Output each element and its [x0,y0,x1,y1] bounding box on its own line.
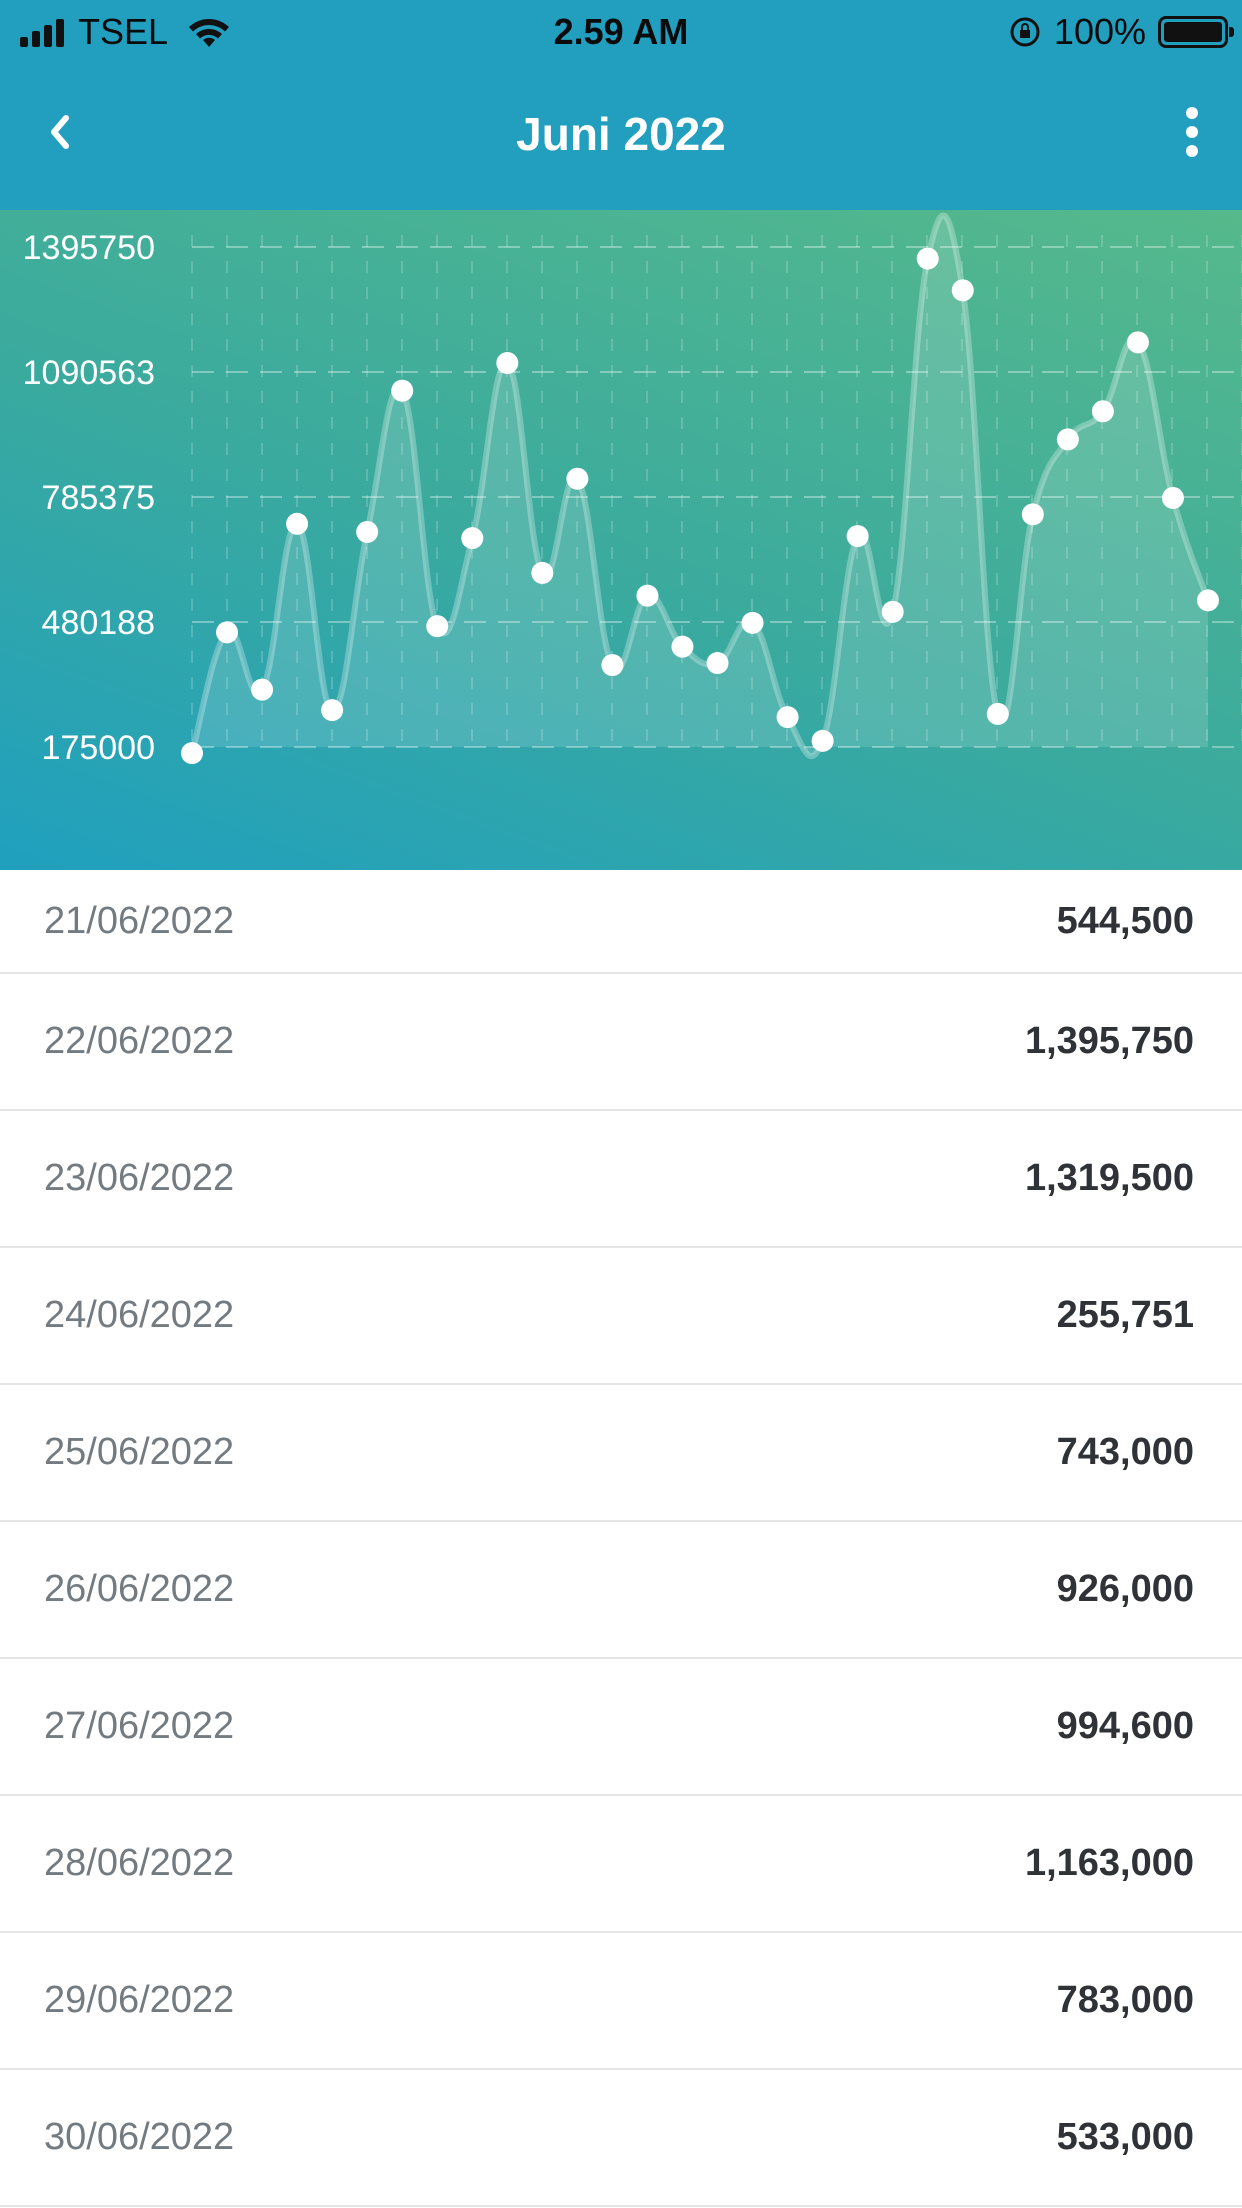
row-date: 22/06/2022 [44,1020,235,1062]
data-point[interactable] [601,654,624,677]
y-tick-label: 1395750 [23,229,155,267]
carrier-label: TSEL [78,11,169,52]
row-amount: 743,000 [1056,1431,1194,1473]
row-amount: 1,319,500 [1024,1157,1194,1199]
battery-percent: 100% [1053,11,1146,52]
nav-bar: Juni 2022 [0,62,1242,210]
row-amount: 994,600 [1056,1705,1194,1747]
chart-svg: 1395750 1090563 785375 480188 175000 [23,212,1242,767]
data-point[interactable] [321,699,344,722]
y-tick-label: 480188 [42,604,155,642]
chart-area-fill [192,215,1208,757]
data-point[interactable] [391,379,414,402]
list-item[interactable]: 29/06/2022 783,000 [0,1933,1242,2070]
data-point[interactable] [916,247,939,270]
y-tick-label: 785375 [42,479,155,517]
list-item[interactable]: 25/06/2022 743,000 [0,1385,1242,1522]
row-date: 23/06/2022 [44,1157,235,1199]
data-point[interactable] [251,678,274,701]
back-button[interactable] [30,102,90,162]
list-item[interactable]: 26/06/2022 926,000 [0,1522,1242,1659]
header-background: TSEL 2.59 AM 100% Juni 2022 [0,0,1242,210]
row-amount: 544,500 [1056,899,1194,942]
more-vertical-icon [1186,107,1198,119]
status-time: 2.59 AM [553,11,689,52]
row-date: 28/06/2022 [44,1842,235,1884]
data-point[interactable] [1126,331,1149,354]
data-point[interactable] [986,702,1009,725]
y-tick-label: 1090563 [23,354,155,392]
row-date: 21/06/2022 [44,899,235,942]
chevron-left-icon [51,115,69,149]
orientation-lock-icon [1010,17,1040,47]
data-point[interactable] [531,561,554,584]
data-point[interactable] [741,611,764,634]
wifi-icon [189,19,230,47]
row-amount: 926,000 [1056,1568,1194,1610]
more-menu-button[interactable] [1162,102,1222,162]
row-date: 30/06/2022 [44,2116,235,2158]
data-point[interactable] [461,527,484,550]
data-point[interactable] [1021,503,1044,526]
data-point[interactable] [1056,428,1079,451]
row-date: 29/06/2022 [44,1979,235,2021]
list-item[interactable]: 21/06/2022 544,500 [0,870,1242,974]
row-date: 27/06/2022 [44,1705,235,1747]
data-point[interactable] [181,742,203,765]
series-line [189,212,1211,760]
data-point[interactable] [671,635,694,658]
row-date: 25/06/2022 [44,1431,235,1473]
status-bar: TSEL 2.59 AM 100% [0,0,1242,62]
row-amount: 1,163,000 [1024,1842,1194,1884]
row-date: 26/06/2022 [44,1568,235,1610]
data-point[interactable] [1197,589,1219,612]
list-item[interactable]: 27/06/2022 994,600 [0,1659,1242,1796]
row-amount: 1,395,750 [1024,1020,1194,1062]
data-point[interactable] [426,615,449,638]
list-item[interactable]: 28/06/2022 1,163,000 [0,1796,1242,1933]
data-point[interactable] [811,729,834,752]
row-amount: 533,000 [1056,2116,1194,2158]
data-point[interactable] [951,279,974,302]
data-point[interactable] [286,512,309,535]
status-left: TSEL [20,10,232,54]
chart: 1395750 1090563 785375 480188 175000 [0,210,1242,870]
list-item[interactable]: 30/06/2022 533,000 [0,2070,1242,2207]
page-title: Juni 2022 [516,108,726,160]
data-point[interactable] [496,352,519,375]
data-point[interactable] [566,467,589,490]
y-tick-label: 175000 [42,729,155,767]
list-item[interactable]: 22/06/2022 1,395,750 [0,974,1242,1111]
data-point[interactable] [776,706,799,729]
battery-icon [1158,16,1234,48]
data-point[interactable] [846,525,869,548]
data-point[interactable] [636,584,659,607]
data-point[interactable] [1161,486,1184,509]
data-point[interactable] [1091,400,1114,423]
list-item[interactable]: 24/06/2022 255,751 [0,1248,1242,1385]
data-point[interactable] [356,520,379,543]
daily-list: 21/06/2022 544,500 22/06/2022 1,395,750 23/0… [0,870,1242,2207]
status-right: 100% [1008,10,1234,54]
row-amount: 783,000 [1056,1979,1194,2021]
data-point[interactable] [706,652,729,675]
row-date: 24/06/2022 [44,1294,235,1336]
row-amount: 255,751 [1056,1294,1194,1336]
data-point[interactable] [216,621,239,644]
data-point[interactable] [881,600,904,623]
list-item[interactable]: 23/06/2022 1,319,500 [0,1111,1242,1248]
signal-icon [20,17,64,47]
